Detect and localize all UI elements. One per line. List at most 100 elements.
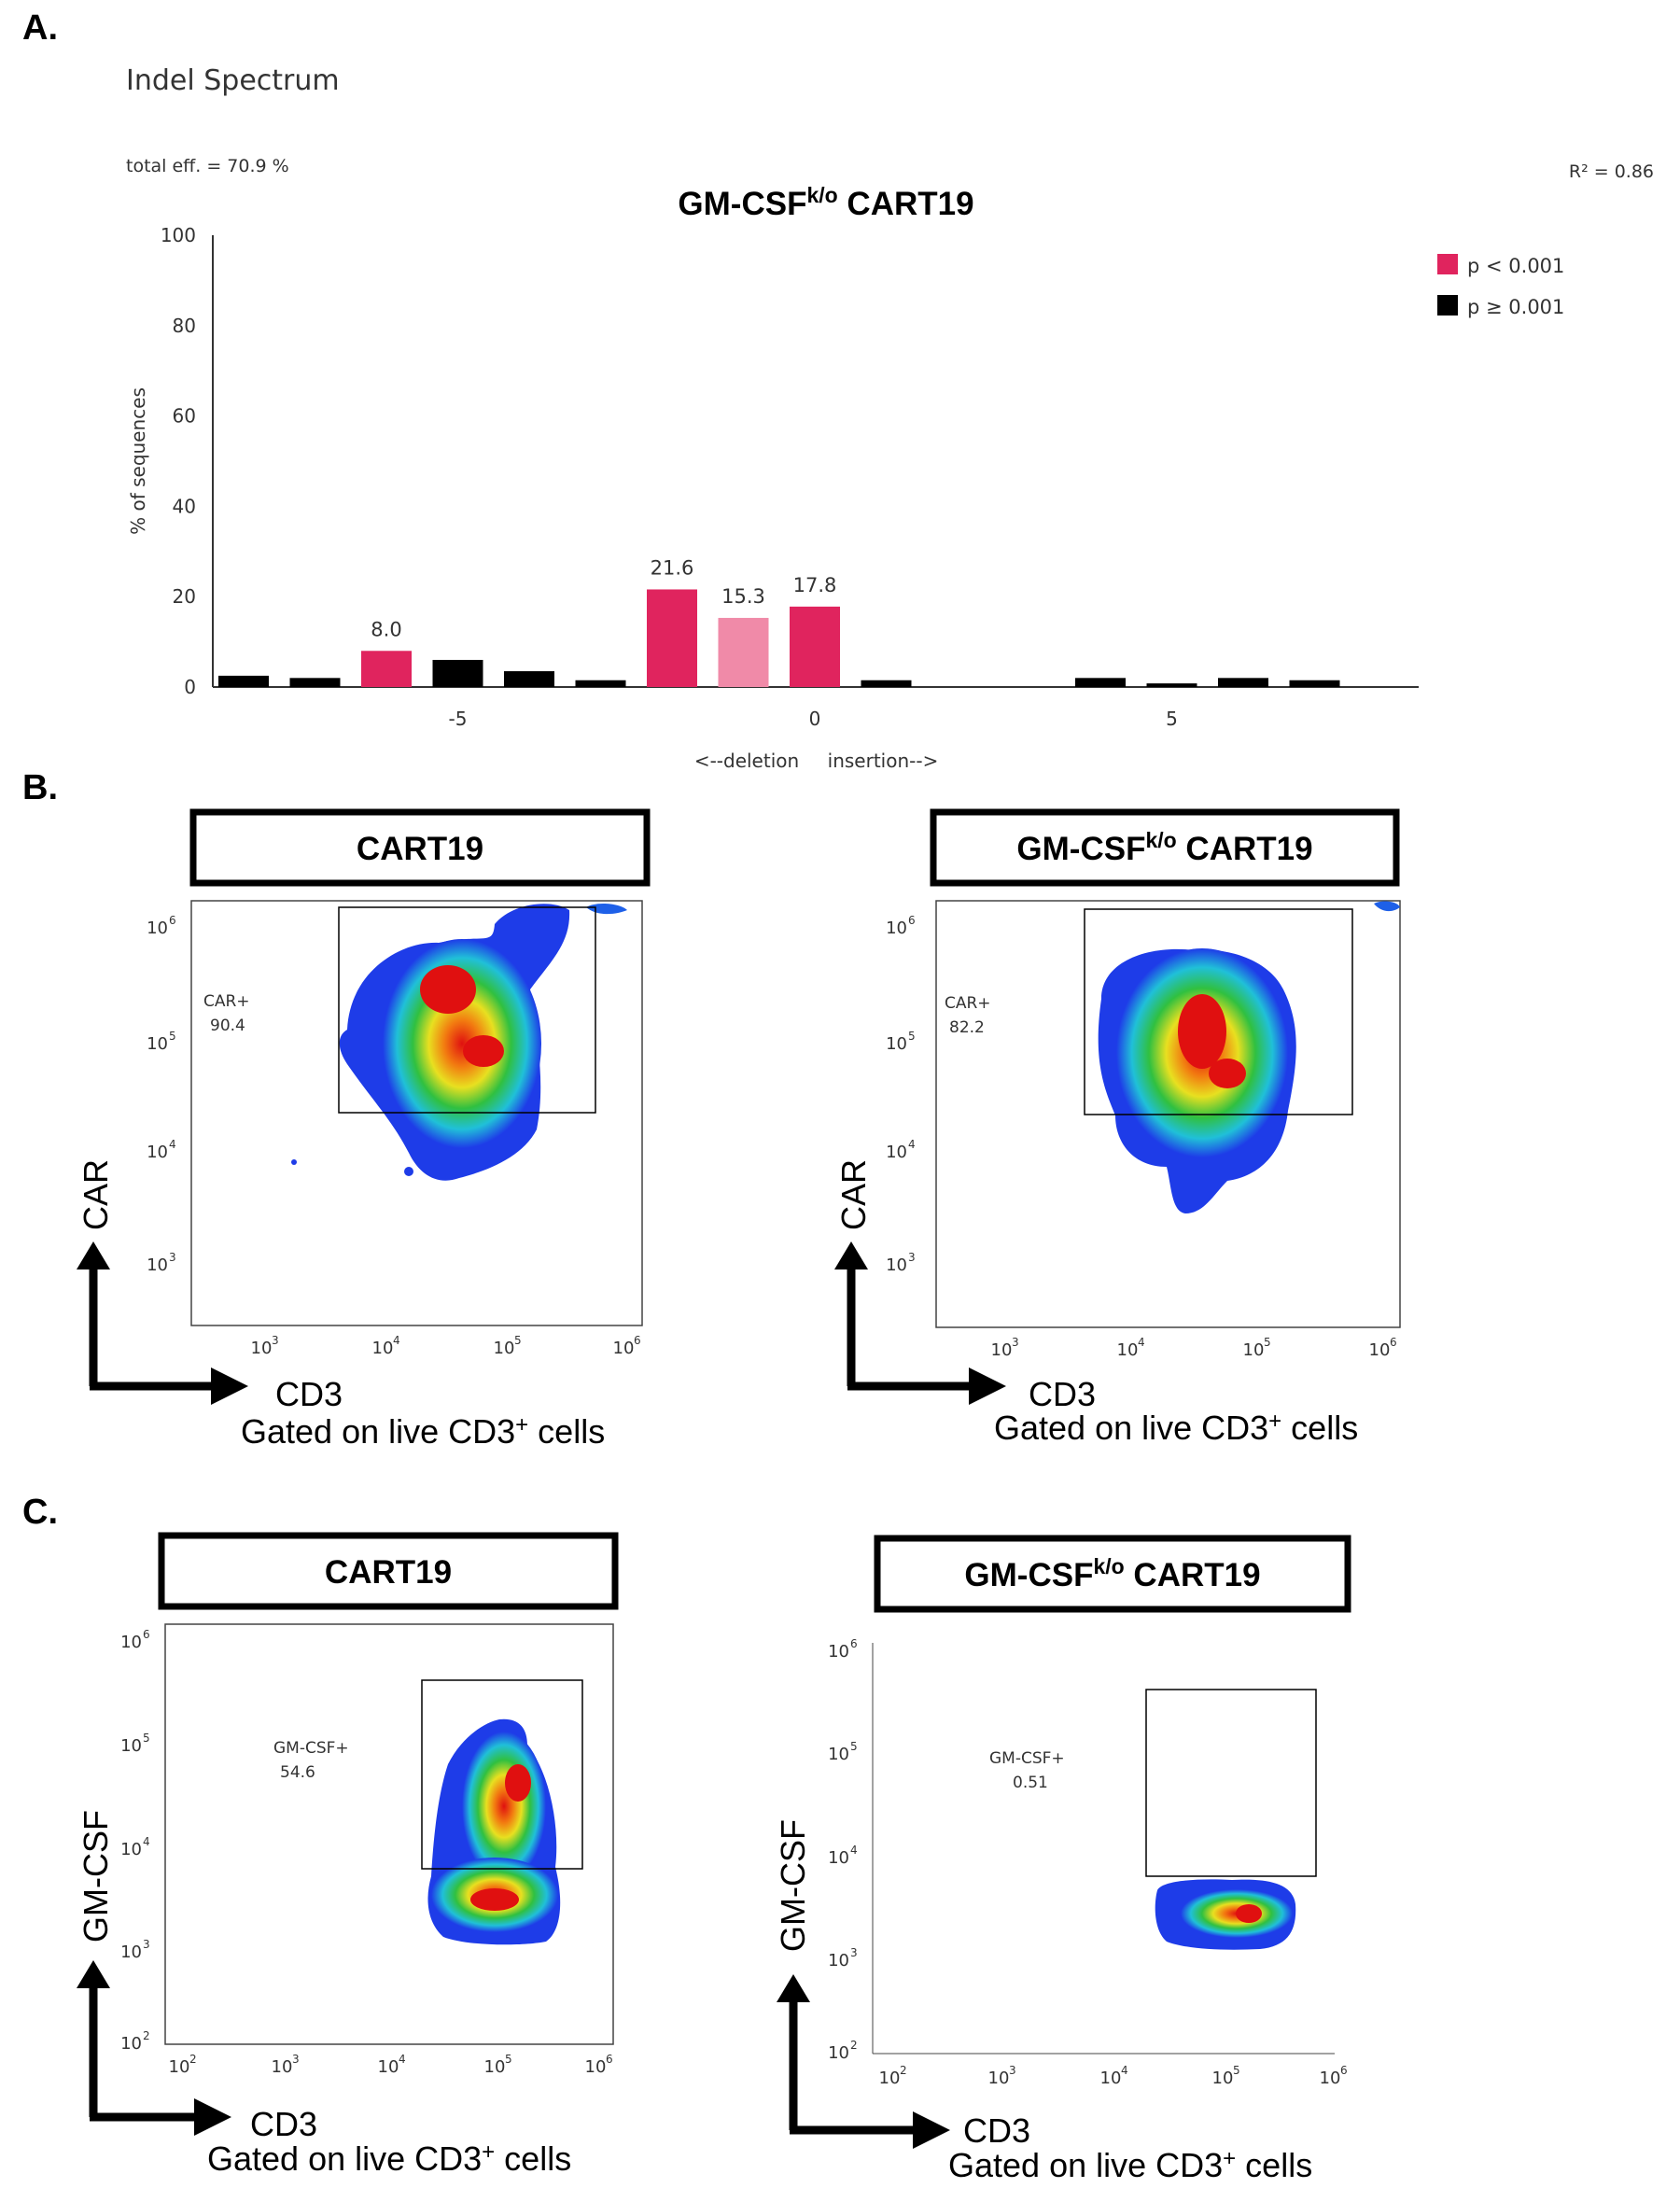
gate-note: Gated on live CD3+ cells [994,1409,1358,1447]
bars [218,589,1340,687]
x-tick-label-5: 10 5 [494,1334,522,1358]
svg-text:10: 10 [879,2069,901,2088]
svg-text:10: 10 [251,1339,273,1358]
x-tick-label-4: 10 4 [378,2053,406,2077]
bar [575,680,626,687]
x-arrow-head [211,1367,248,1405]
y-tick-label: 0 [184,676,196,698]
svg-text:10: 10 [1212,2069,1234,2088]
svg-text:10: 10 [886,1255,907,1275]
svg-text:10: 10 [120,2034,142,2054]
svg-text:10: 10 [147,1034,168,1054]
x-axis-label: CD3 [250,2105,317,2143]
bar [1289,680,1340,687]
gate-value: 82.2 [949,1018,985,1037]
svg-text:5: 5 [1233,2064,1240,2077]
x-axis-label: CD3 [275,1375,343,1413]
gate-note: Gated on live CD3+ cells [948,2146,1312,2184]
flow-plot-b-left: CART19 CAR+ 90.4 10 6 10 5 10 4 10 3 10 3 10 4… [77,808,651,1451]
panel-label-b: B. [22,768,58,807]
x-tick-label-3: 10 3 [988,2064,1016,2088]
legend-swatch-sig [1437,254,1458,274]
svg-text:10: 10 [828,1848,849,1868]
gate-value: 90.4 [210,1017,245,1035]
y-tick-label-6: 10 6 [886,914,916,938]
x-ticks: 10 2 10 3 10 4 10 5 10 6 [873,2053,1348,2088]
x-tick-label-3: 10 3 [272,2053,300,2077]
gate-note: Gated on live CD3+ cells [241,1412,605,1451]
x-tick-label-5: 10 5 [1243,1336,1271,1360]
x-tick-label-5: 10 5 [1212,2064,1240,2088]
chart-title: GM-CSFk/o CART19 [678,183,973,222]
y-axis-label: CAR [77,1159,115,1230]
svg-text:6: 6 [634,1334,641,1347]
gate-value: 54.6 [280,1763,315,1782]
bar-value-label: 21.6 [651,556,694,579]
plot-title-box [189,808,651,887]
plot-title: GM-CSFk/o CART19 [964,1554,1260,1593]
density-population [427,1718,561,1945]
density-population [1098,901,1400,1213]
bar [1075,678,1126,687]
svg-text:4: 4 [393,1334,400,1347]
gate-box [1145,1689,1317,1877]
svg-text:10: 10 [120,1633,142,1652]
svg-text:10: 10 [585,2057,607,2077]
bar-value-label: 15.3 [721,585,765,608]
gate-label: GM-CSF+ [989,1749,1065,1768]
svg-text:10: 10 [378,2057,399,2077]
x-ticks: 10 3 10 4 10 5 10 6 [191,1325,642,1358]
x-tick-label: 0 [809,708,821,730]
svg-text:5: 5 [850,1740,858,1753]
svg-text:2: 2 [850,2039,858,2052]
legend-label-nonsig: p ≥ 0.001 [1467,296,1564,318]
svg-text:10: 10 [372,1339,394,1358]
svg-text:4: 4 [143,1835,150,1848]
x-tick-label-2: 10 2 [169,2053,197,2077]
svg-text:2: 2 [189,2053,197,2066]
bar [361,651,412,687]
x-tick-label-6: 10 6 [1369,1336,1397,1360]
y-arrow-head [77,1960,110,1988]
y-axis-label: GM-CSF [77,1810,115,1943]
svg-text:3: 3 [1012,1336,1019,1349]
y-tick-label: 20 [173,585,196,608]
bar-value-label: 17.8 [793,574,837,596]
svg-text:6: 6 [169,914,176,927]
svg-text:10: 10 [828,1642,849,1662]
gate-box [338,906,596,1114]
svg-text:5: 5 [908,1030,916,1043]
bar [218,675,269,687]
bar-value-labels: 8.0 21.6 15.3 17.8 [371,556,836,640]
svg-text:4: 4 [908,1138,916,1151]
bar [861,680,912,687]
svg-text:10: 10 [1100,2069,1122,2088]
svg-text:5: 5 [143,1732,150,1745]
x-tick-label-6: 10 6 [585,2053,613,2077]
bar [432,659,483,687]
y-tick-label-5: 10 5 [828,1740,858,1764]
y-axis-label: GM-CSF [774,1819,812,1952]
y-tick-label-4: 10 4 [886,1138,916,1162]
panel-label-c: C. [22,1493,58,1532]
svg-text:10: 10 [828,2043,849,2063]
y-tick-label: 100 [161,224,196,246]
chart-suptitle: Indel Spectrum [126,64,340,97]
svg-text:10: 10 [147,1143,168,1162]
x-tick-label-3: 10 3 [251,1334,279,1358]
y-tick-label-3: 10 3 [147,1251,176,1275]
y-tick-label-4: 10 4 [828,1844,858,1868]
bar [504,671,554,687]
svg-text:3: 3 [850,1946,858,1959]
x-tick-label-4: 10 4 [372,1334,400,1358]
svg-text:2: 2 [900,2064,907,2077]
gate-value: 0.51 [1013,1774,1048,1792]
svg-text:6: 6 [1390,1336,1397,1349]
gate-label: CAR+ [203,992,250,1011]
svg-text:5: 5 [1264,1336,1271,1349]
y-tick-label-5: 10 5 [120,1732,150,1756]
x-axis-label-right: insertion--> [828,750,939,772]
x-axis-label: CD3 [1029,1375,1096,1413]
svg-text:10: 10 [272,2057,293,2077]
